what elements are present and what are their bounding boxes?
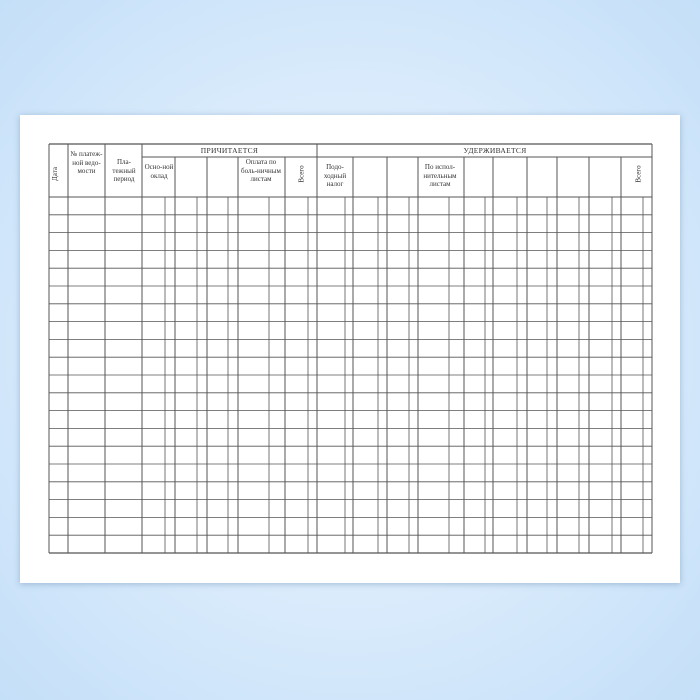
header-accrued: ПРИЧИТАЕТСЯ bbox=[200, 146, 259, 155]
header-sick-pay: Оплата по боль-ничным листам bbox=[241, 158, 281, 183]
header-withheld-total: Всего bbox=[634, 165, 643, 183]
header-statement-no: № платеж-ной ведо-мости bbox=[70, 150, 103, 175]
header-pay-period: Пла-тежный период bbox=[112, 158, 136, 183]
payroll-form-sheet: Дата № платеж-ной ведо-мости Пла-тежный … bbox=[20, 115, 680, 583]
header-writs: По испол-нительным листам bbox=[423, 163, 457, 188]
header-base-salary: Осно-ной оклад bbox=[144, 163, 174, 180]
form-grid bbox=[48, 143, 653, 554]
header-date: Дата bbox=[50, 167, 59, 181]
header-accrued-total: Всего bbox=[297, 165, 306, 183]
header-income-tax: Подо-ходный налог bbox=[323, 163, 347, 188]
header-withheld: УДЕРЖИВАЕТСЯ bbox=[463, 146, 527, 155]
